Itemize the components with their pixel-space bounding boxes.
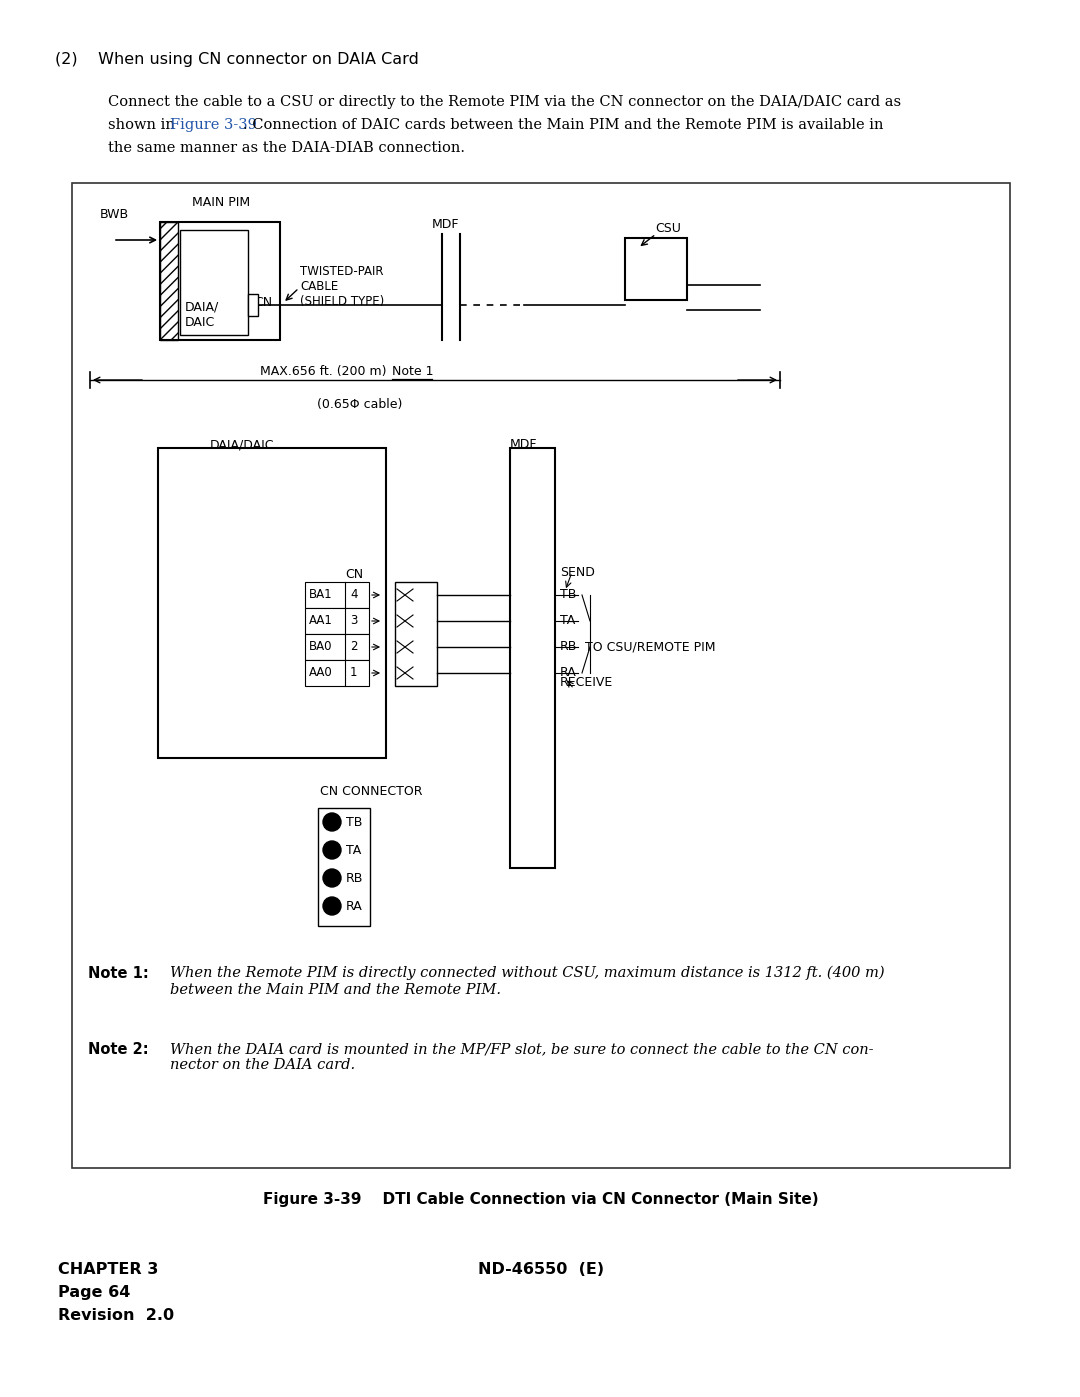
Text: 3: 3 bbox=[350, 615, 357, 627]
Text: TO CSU/REMOTE PIM: TO CSU/REMOTE PIM bbox=[585, 640, 715, 654]
Text: RECEIVE: RECEIVE bbox=[561, 676, 613, 689]
Text: TB: TB bbox=[346, 816, 363, 828]
Text: TB: TB bbox=[561, 588, 577, 602]
Text: Revision  2.0: Revision 2.0 bbox=[58, 1308, 174, 1323]
Bar bbox=[318, 807, 370, 926]
Text: MDF: MDF bbox=[510, 439, 538, 451]
Text: CN CONNECTOR: CN CONNECTOR bbox=[320, 785, 422, 798]
Text: Figure 3-39: Figure 3-39 bbox=[170, 117, 257, 131]
Bar bbox=[305, 634, 369, 659]
Text: RB: RB bbox=[561, 640, 578, 654]
Text: BA0: BA0 bbox=[309, 640, 333, 654]
Text: 4: 4 bbox=[350, 588, 357, 602]
Circle shape bbox=[323, 897, 341, 915]
Bar bbox=[180, 231, 248, 335]
Text: CABLE: CABLE bbox=[300, 279, 338, 293]
Text: RA: RA bbox=[346, 900, 363, 912]
Text: Note 1:: Note 1: bbox=[87, 965, 149, 981]
Text: DAIA/: DAIA/ bbox=[185, 300, 219, 313]
Bar bbox=[305, 608, 369, 634]
Text: MDF: MDF bbox=[432, 218, 459, 231]
Text: When the Remote PIM is directly connected without CSU, maximum distance is 1312 : When the Remote PIM is directly connecte… bbox=[170, 965, 885, 996]
Text: TA: TA bbox=[346, 844, 361, 856]
Text: RA: RA bbox=[561, 666, 577, 679]
Text: CN: CN bbox=[254, 296, 272, 309]
Text: Note 1: Note 1 bbox=[392, 365, 433, 379]
Text: BA1: BA1 bbox=[309, 588, 333, 602]
Text: TWISTED-PAIR: TWISTED-PAIR bbox=[300, 265, 383, 278]
Text: MAIN PIM: MAIN PIM bbox=[192, 196, 251, 210]
Text: 2: 2 bbox=[350, 640, 357, 654]
Text: TA: TA bbox=[561, 615, 576, 627]
Circle shape bbox=[323, 841, 341, 859]
Text: CN: CN bbox=[345, 569, 363, 581]
Bar bbox=[305, 659, 369, 686]
Bar bbox=[510, 448, 555, 868]
Text: DAIC: DAIC bbox=[185, 316, 215, 330]
Circle shape bbox=[323, 869, 341, 887]
Text: (2)    When using CN connector on DAIA Card: (2) When using CN connector on DAIA Card bbox=[55, 52, 419, 67]
Text: the same manner as the DAIA-DIAB connection.: the same manner as the DAIA-DIAB connect… bbox=[108, 141, 465, 155]
Text: AA1: AA1 bbox=[309, 615, 333, 627]
Text: BWB: BWB bbox=[100, 208, 130, 221]
Text: Figure 3-39    DTI Cable Connection via CN Connector (Main Site): Figure 3-39 DTI Cable Connection via CN … bbox=[264, 1192, 819, 1207]
Bar bbox=[248, 293, 258, 316]
Text: . Connection of DAIC cards between the Main PIM and the Remote PIM is available : . Connection of DAIC cards between the M… bbox=[243, 117, 883, 131]
Text: When the DAIA card is mounted in the MP/FP slot, be sure to connect the cable to: When the DAIA card is mounted in the MP/… bbox=[170, 1042, 874, 1073]
Text: ND-46550  (E): ND-46550 (E) bbox=[478, 1261, 604, 1277]
Text: 1: 1 bbox=[350, 666, 357, 679]
Circle shape bbox=[323, 813, 341, 831]
Text: Note 2:: Note 2: bbox=[87, 1042, 149, 1058]
Text: Page 64: Page 64 bbox=[58, 1285, 131, 1301]
Text: MAX.656 ft. (200 m): MAX.656 ft. (200 m) bbox=[259, 365, 390, 379]
Bar bbox=[305, 583, 369, 608]
Text: Connect the cable to a CSU or directly to the Remote PIM via the CN connector on: Connect the cable to a CSU or directly t… bbox=[108, 95, 901, 109]
Text: shown in: shown in bbox=[108, 117, 179, 131]
Bar bbox=[160, 222, 280, 339]
Text: DAIA/DAIC: DAIA/DAIC bbox=[210, 439, 274, 451]
Text: SEND: SEND bbox=[561, 566, 595, 578]
Text: CHAPTER 3: CHAPTER 3 bbox=[58, 1261, 159, 1277]
Bar bbox=[160, 222, 178, 339]
Bar bbox=[72, 183, 1010, 1168]
Bar bbox=[158, 448, 386, 759]
Bar bbox=[625, 237, 687, 300]
Text: CSU: CSU bbox=[654, 222, 680, 235]
Bar bbox=[395, 583, 437, 686]
Text: RB: RB bbox=[346, 872, 363, 884]
Text: (SHIELD TYPE): (SHIELD TYPE) bbox=[300, 295, 384, 307]
Text: AA0: AA0 bbox=[309, 666, 333, 679]
Text: (0.65Φ cable): (0.65Φ cable) bbox=[318, 398, 403, 411]
